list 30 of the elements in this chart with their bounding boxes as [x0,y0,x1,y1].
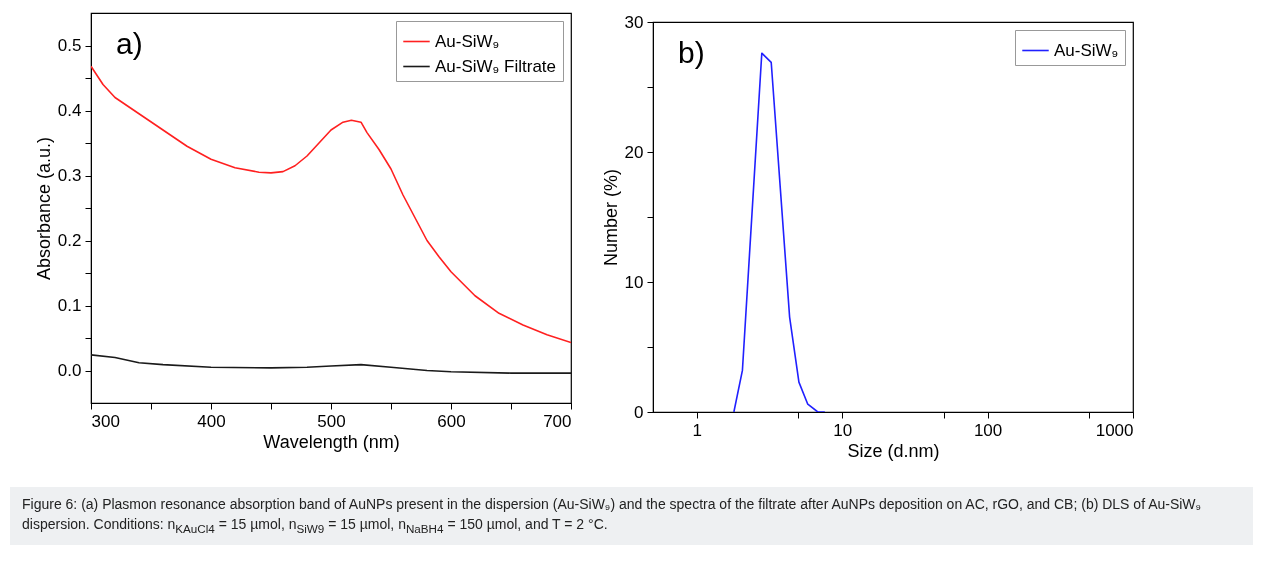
x-tick-label: 100 [973,420,1003,440]
x-tick-label: 600 [437,411,466,431]
y-axis-title: Absorbance (a.u.) [33,136,54,281]
x-tick-label: 700 [543,411,572,431]
y-tick-label: 0.4 [57,101,82,120]
x-tick-label: 300 [91,411,120,431]
x-tick-label: 10 [833,420,853,440]
legend-label: Au-SiW₉ Filtrate [435,56,557,76]
legend-label: Au-SiW₉ [435,31,500,51]
y-tick-label: 0.0 [57,361,82,380]
x-tick-label: 400 [197,411,226,431]
y-tick-label: 0.5 [57,36,82,55]
x-tick-label: 1000 [1095,420,1134,440]
x-tick-label: 500 [317,411,346,431]
annotation: a) [116,27,143,60]
annotation: b) [678,36,705,69]
y-tick-label: 20 [624,142,644,162]
y-tick-label: 10 [624,272,644,292]
legend-label: Au-SiW₉ [1054,40,1119,60]
x-axis-title: Size (d.nm) [847,440,940,461]
y-tick-label: 0.1 [57,296,82,315]
y-tick-label: 0.3 [57,166,82,185]
x-tick-label: 1 [692,420,703,440]
caption: Figure 6: (a) Plasmon resonance absorption band of AuNPs present in the dispersion (Au-SiW₉) and the spectra of the filtrate after AuNPs deposition on AC, rGO, and CB; (b) DLS of Au-SiW₉ dispersion. Conditions: n$_{KAuCl4}$ = 15 µmol, n$_{SiW9}$ = 15 µmol, n$_{NaBH4}$ = 150 µmol, and T = 2 °C. [22,495,1203,537]
y-tick-label: 0 [634,402,644,422]
line-series [91,354,571,374]
y-axis-title: Number (%) [600,168,621,267]
y-tick-label: 0.2 [57,231,82,250]
y-tick-label: 30 [624,12,644,32]
x-axis-title: Wavelength (nm) [263,431,400,452]
